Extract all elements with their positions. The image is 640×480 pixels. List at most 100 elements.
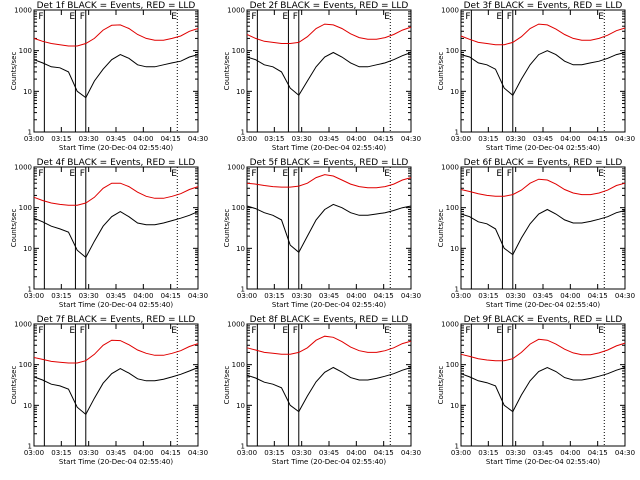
x-tick-label: 04:15	[374, 292, 394, 300]
chart-title: Det 1f BLACK = Events, RED = LLD	[37, 1, 196, 11]
marker-label: E	[598, 169, 604, 179]
x-tick-label: 03:30	[292, 449, 312, 457]
chart-title: Det 3f BLACK = Events, RED = LLD	[464, 1, 623, 11]
marker-label: F	[80, 12, 85, 22]
y-tick-label: 100	[232, 361, 245, 369]
chart-panel-9: Det 9f BLACK = Events, RED = LLD 1 10 100 10…	[437, 315, 635, 466]
x-tick-label: 04:15	[374, 449, 394, 457]
x-tick-label: 04:30	[401, 292, 421, 300]
x-tick-label: 03:45	[106, 292, 126, 300]
y-tick-label: 1000	[14, 164, 32, 172]
series-line-events	[33, 211, 199, 259]
x-tick-label: 04:15	[161, 135, 181, 143]
y-axis-label: Counts/sec	[223, 52, 231, 91]
x-axis-label: Start Time (20-Dec-04 02:55:40)	[272, 458, 386, 466]
series-line-events	[246, 51, 412, 97]
x-tick-label: 04:30	[401, 135, 421, 143]
series-line-lld	[460, 178, 626, 197]
marker-label: E	[496, 12, 502, 22]
chart-panel-6: Det 6f BLACK = Events, RED = LLD 1 10 100 10…	[437, 158, 635, 309]
plot-frame	[460, 323, 626, 447]
marker-label: F	[465, 169, 470, 179]
y-tick-label: 100	[446, 47, 459, 55]
chart-title: Det 8f BLACK = Events, RED = LLD	[250, 315, 409, 325]
x-tick-label: 03:00	[24, 292, 44, 300]
x-tick-label: 03:00	[451, 292, 471, 300]
marker-label: F	[293, 12, 298, 22]
plot-frame	[246, 323, 412, 447]
x-tick-label: 04:15	[374, 135, 394, 143]
marker-label: F	[38, 326, 43, 336]
x-tick-label: 04:15	[588, 135, 608, 143]
x-tick-label: 04:30	[188, 135, 208, 143]
marker-label: E	[69, 326, 75, 336]
x-tick-label: 03:00	[24, 135, 44, 143]
x-tick-label: 04:15	[588, 292, 608, 300]
y-tick-label: 10	[236, 245, 245, 253]
x-tick-label: 03:00	[237, 135, 257, 143]
marker-label: F	[251, 326, 256, 336]
x-tick-label: 03:45	[319, 292, 339, 300]
y-tick-label: 1	[455, 286, 459, 294]
x-tick-label: 03:30	[506, 449, 526, 457]
y-tick-label: 10	[450, 402, 459, 410]
chart-panel-4: Det 4f BLACK = Events, RED = LLD 1 10 100 10…	[10, 158, 208, 309]
x-tick-label: 04:30	[615, 292, 635, 300]
marker-label: F	[80, 326, 85, 336]
y-tick-label: 1000	[14, 321, 32, 329]
chart-panel-1: Det 1f BLACK = Events, RED = LLD 1 10 100 10…	[10, 1, 208, 152]
chart-title: Det 5f BLACK = Events, RED = LLD	[250, 158, 409, 168]
series-line-lld	[33, 24, 199, 47]
y-tick-label: 10	[23, 245, 32, 253]
y-tick-label: 10	[450, 245, 459, 253]
series-line-lld	[460, 338, 626, 362]
y-tick-label: 100	[446, 204, 459, 212]
x-tick-label: 03:00	[451, 449, 471, 457]
series-line-events	[246, 203, 412, 254]
series-line-lld	[460, 23, 626, 46]
chart-title: Det 4f BLACK = Events, RED = LLD	[37, 158, 196, 168]
x-tick-label: 03:15	[478, 135, 498, 143]
y-tick-label: 10	[450, 88, 459, 96]
x-tick-label: 03:30	[79, 135, 99, 143]
y-axis-label: Counts/sec	[10, 209, 18, 248]
y-axis-label: Counts/sec	[437, 209, 445, 248]
chart-panel-3: Det 3f BLACK = Events, RED = LLD 1 10 100 10…	[437, 1, 635, 152]
series-line-events	[460, 366, 626, 413]
x-tick-label: 04:30	[615, 449, 635, 457]
series-line-events	[33, 367, 199, 416]
y-tick-label: 10	[23, 88, 32, 96]
y-axis-label: Counts/sec	[437, 366, 445, 405]
x-tick-label: 04:00	[560, 449, 580, 457]
marker-label: F	[293, 326, 298, 336]
chart-panel-5: Det 5f BLACK = Events, RED = LLD 1 10 100 10…	[223, 158, 421, 309]
y-tick-label: 100	[19, 47, 32, 55]
x-tick-label: 03:15	[478, 292, 498, 300]
marker-label: F	[38, 12, 43, 22]
x-tick-label: 03:15	[264, 135, 284, 143]
marker-label: E	[384, 12, 390, 22]
x-tick-label: 03:15	[51, 449, 71, 457]
x-tick-label: 03:45	[533, 449, 553, 457]
y-tick-label: 100	[232, 204, 245, 212]
x-tick-label: 03:15	[51, 292, 71, 300]
series-line-lld	[33, 182, 199, 206]
marker-label: F	[507, 12, 512, 22]
y-tick-label: 100	[446, 361, 459, 369]
y-tick-label: 1000	[227, 321, 245, 329]
x-tick-label: 03:45	[319, 449, 339, 457]
x-tick-label: 04:00	[133, 449, 153, 457]
series-line-lld	[246, 335, 412, 355]
chart-panel-7: Det 7f BLACK = Events, RED = LLD 1 10 100 10…	[10, 315, 208, 466]
x-tick-label: 03:30	[292, 292, 312, 300]
y-tick-label: 10	[23, 402, 32, 410]
marker-label: E	[598, 12, 604, 22]
series-line-lld	[246, 23, 412, 44]
x-tick-label: 04:30	[401, 449, 421, 457]
marker-label: F	[38, 169, 43, 179]
y-tick-label: 1	[241, 286, 245, 294]
x-tick-label: 03:30	[292, 135, 312, 143]
y-tick-label: 1000	[227, 164, 245, 172]
series-line-events	[460, 208, 626, 256]
